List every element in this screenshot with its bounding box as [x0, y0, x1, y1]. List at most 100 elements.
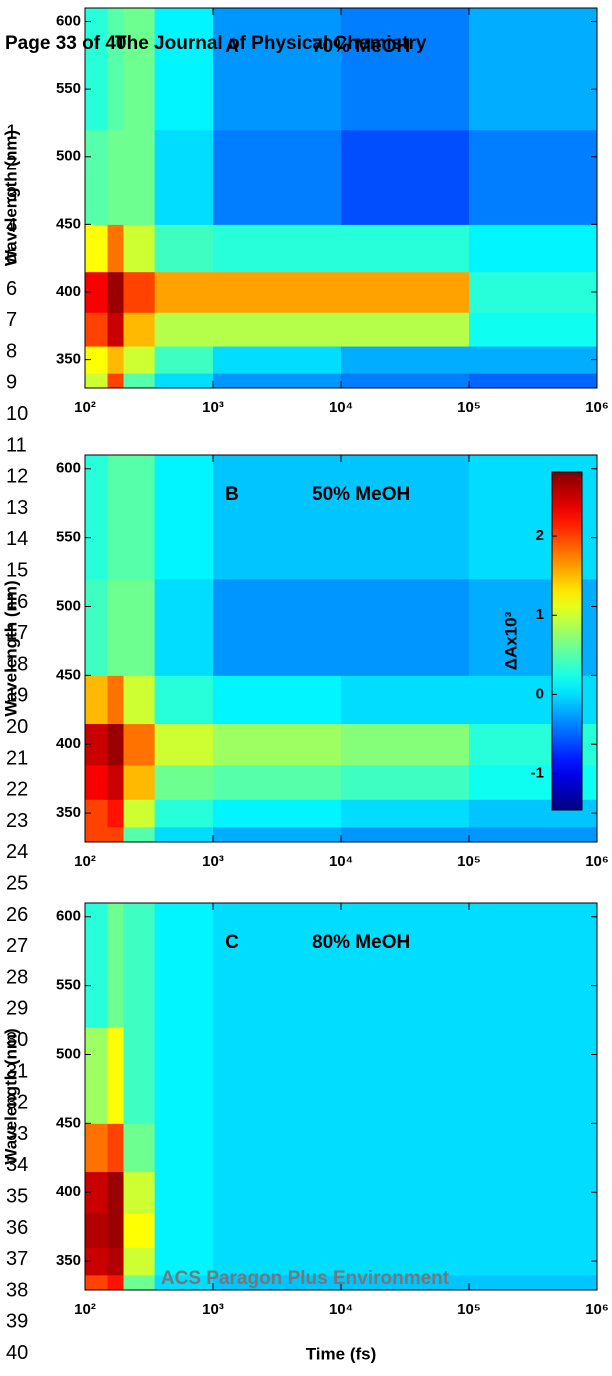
line-number: 7 [6, 309, 17, 331]
panel-label: C [225, 932, 239, 953]
heatmap-cell [123, 675, 156, 725]
heatmap-cell [154, 455, 214, 580]
line-number: 36 [6, 1217, 28, 1239]
heatmap-cell [85, 271, 109, 313]
heatmap-cell [154, 346, 214, 374]
line-number: 21 [6, 747, 28, 769]
colorbar-label: ΔAx10³ [501, 611, 520, 670]
heatmap-cell [469, 129, 598, 225]
x-tick-label: 10⁴ [329, 853, 353, 870]
heatmap-cell [154, 1247, 214, 1276]
heatmap-cell [213, 826, 342, 843]
panel-title: 80% MeOH [312, 932, 410, 953]
line-number: 12 [6, 466, 28, 488]
heatmap-cell [123, 271, 156, 313]
heatmap-cell [469, 346, 598, 374]
heatmap-cell [123, 373, 156, 389]
heatmap-cell [154, 764, 214, 800]
heatmap-cell [154, 903, 214, 1028]
line-number: 10 [6, 403, 28, 425]
heatmap-cell [213, 346, 342, 374]
heatmap-cell [107, 346, 125, 374]
heatmap-cell [107, 1212, 125, 1248]
x-tick-label: 10² [74, 399, 96, 416]
y-tick-label: 400 [56, 735, 81, 752]
heatmap-cell [154, 312, 214, 347]
footer: ACS Paragon Plus Environment [161, 1268, 450, 1289]
panel-label: B [225, 484, 239, 505]
heatmap-cell [107, 1123, 125, 1173]
heatmap-cell [213, 224, 342, 273]
heatmap-cell [341, 1247, 470, 1276]
line-number: 29 [6, 998, 28, 1020]
heatmap-cell [107, 271, 125, 313]
heatmap-cell [85, 1274, 109, 1291]
heatmap-cell [154, 1171, 214, 1214]
heatmap-cell [107, 764, 125, 800]
heatmap-cell [154, 1212, 214, 1248]
heatmap-cell [85, 764, 109, 800]
heatmap-cell [154, 8, 214, 131]
y-tick-label: 500 [56, 597, 81, 614]
heatmap-cell [341, 903, 470, 1028]
line-number: 37 [6, 1248, 28, 1270]
heatmap-cell [107, 578, 125, 676]
heatmap-cell [213, 271, 342, 313]
heatmap-cell [213, 373, 342, 389]
y-axis-label: Wavelength (nm) [1, 130, 20, 266]
heatmap-cell [341, 799, 470, 828]
heatmap-cell [213, 1026, 342, 1124]
heatmap-cell [85, 8, 109, 131]
heatmap-cell [123, 826, 156, 843]
line-number: 19 [6, 685, 28, 707]
x-tick-label: 10² [74, 1301, 96, 1318]
heatmap-cell [85, 312, 109, 347]
line-number: 22 [6, 779, 28, 801]
heatmap-cell [213, 578, 342, 676]
heatmap-cell [123, 1212, 156, 1248]
heatmap-cell [85, 578, 109, 676]
heatmap-cell [341, 578, 470, 676]
heatmap-cell [213, 455, 342, 580]
x-tick-label: 10⁶ [585, 853, 609, 870]
colorbar-tick-label: -1 [531, 765, 544, 782]
heatmap-cell [123, 1123, 156, 1173]
heatmap-cell [107, 224, 125, 273]
heatmap-cell [213, 675, 342, 725]
colorbar-tick-label: 2 [536, 527, 544, 544]
line-number: 15 [6, 559, 28, 581]
colorbar-tick-label: 0 [536, 685, 544, 702]
heatmap-cell [341, 1212, 470, 1248]
line-number: 16 [6, 591, 28, 613]
heatmap-cell [469, 1123, 598, 1173]
heatmap-cell [107, 129, 125, 225]
heatmap-cell [123, 1274, 156, 1291]
journal-name: The Journal of Physical Chemistry [115, 33, 427, 54]
y-tick-label: 550 [56, 977, 81, 994]
heatmap-cell [107, 1171, 125, 1214]
line-number: 39 [6, 1311, 28, 1333]
heatmap-cell [107, 373, 125, 389]
heatmap-cell [213, 1171, 342, 1214]
heatmap-cell [85, 346, 109, 374]
heatmap-cell [341, 826, 470, 843]
line-number: 9 [6, 372, 17, 394]
line-number: 8 [6, 340, 17, 362]
heatmap-cell [123, 764, 156, 800]
heatmap-cell [154, 1026, 214, 1124]
heatmap-cell [469, 826, 598, 843]
heatmap-cell [123, 8, 156, 131]
heatmap-cell [154, 271, 214, 313]
x-tick-label: 10³ [202, 399, 224, 416]
heatmap-cell [213, 8, 342, 131]
heatmap-cell [154, 826, 214, 843]
heatmap-cell [213, 764, 342, 800]
heatmap-cell [123, 129, 156, 225]
line-number: 32 [6, 1092, 28, 1114]
heatmap-cell [123, 224, 156, 273]
heatmap-cell [123, 723, 156, 766]
heatmap-cell [469, 1274, 598, 1291]
y-tick-label: 450 [56, 215, 81, 232]
heatmap-cell [107, 1274, 125, 1291]
heatmap-cell [213, 723, 342, 766]
